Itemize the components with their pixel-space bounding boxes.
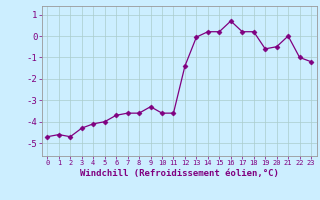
X-axis label: Windchill (Refroidissement éolien,°C): Windchill (Refroidissement éolien,°C) bbox=[80, 169, 279, 178]
